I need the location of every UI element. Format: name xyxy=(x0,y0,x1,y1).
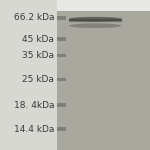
FancyBboxPatch shape xyxy=(69,19,122,20)
Ellipse shape xyxy=(69,17,122,22)
FancyBboxPatch shape xyxy=(69,21,122,22)
Text: 35 kDa: 35 kDa xyxy=(22,51,54,60)
FancyBboxPatch shape xyxy=(57,54,66,57)
FancyBboxPatch shape xyxy=(57,0,150,150)
FancyBboxPatch shape xyxy=(0,0,57,150)
Text: 25 kDa: 25 kDa xyxy=(22,75,54,84)
FancyBboxPatch shape xyxy=(57,103,66,107)
FancyBboxPatch shape xyxy=(57,16,66,20)
FancyBboxPatch shape xyxy=(57,0,150,11)
FancyBboxPatch shape xyxy=(57,78,66,81)
FancyBboxPatch shape xyxy=(69,19,122,20)
Text: 66.2 kDa: 66.2 kDa xyxy=(14,14,54,22)
Text: 14.4 kDa: 14.4 kDa xyxy=(14,124,54,134)
Ellipse shape xyxy=(69,23,122,28)
FancyBboxPatch shape xyxy=(69,18,122,19)
FancyBboxPatch shape xyxy=(69,21,122,22)
FancyBboxPatch shape xyxy=(69,18,122,19)
FancyBboxPatch shape xyxy=(69,20,122,21)
FancyBboxPatch shape xyxy=(69,20,122,21)
FancyBboxPatch shape xyxy=(57,127,66,131)
FancyBboxPatch shape xyxy=(57,37,66,41)
Text: 45 kDa: 45 kDa xyxy=(22,34,54,43)
Text: 18. 4kDa: 18. 4kDa xyxy=(14,100,54,109)
